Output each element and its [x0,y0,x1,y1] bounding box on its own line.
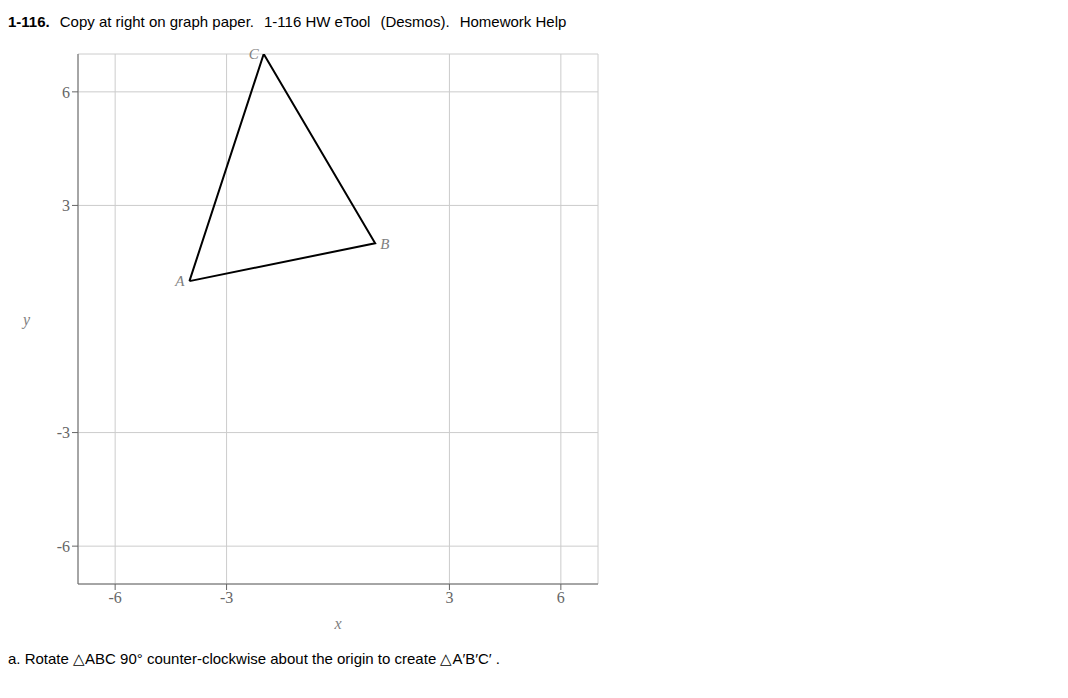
html-text:Homework Help: Homework Help [459,12,567,30]
html-text:a. Rotate △ABC 90° counter-clo: a. Rotate △ABC 90° counter-clockwise abo… [8,650,500,667]
svg-text:x: x [333,615,341,632]
html-text:Copy at right on graph paper.: Copy at right on graph paper. [59,12,254,30]
svg-text:6: 6 [62,84,70,101]
svg-text:-6: -6 [57,538,70,555]
html-text:1-116.: 1-116. [8,12,50,30]
html-text:(Desmos).: (Desmos). [380,12,450,30]
svg-text:6: 6 [557,589,565,606]
svg-text:3: 3 [62,197,70,214]
svg-text:A: A [174,273,185,289]
svg-text:y: y [21,311,31,329]
svg-text:-6: -6 [108,589,121,606]
svg-text:-3: -3 [57,424,70,441]
svg-text:3: 3 [445,589,453,606]
html-text:1-116 HW eTool: 1-116 HW eTool [264,12,371,30]
svg-text:B: B [380,236,389,252]
svg-text:-3: -3 [220,589,233,606]
svg-text:C: C [249,46,260,62]
